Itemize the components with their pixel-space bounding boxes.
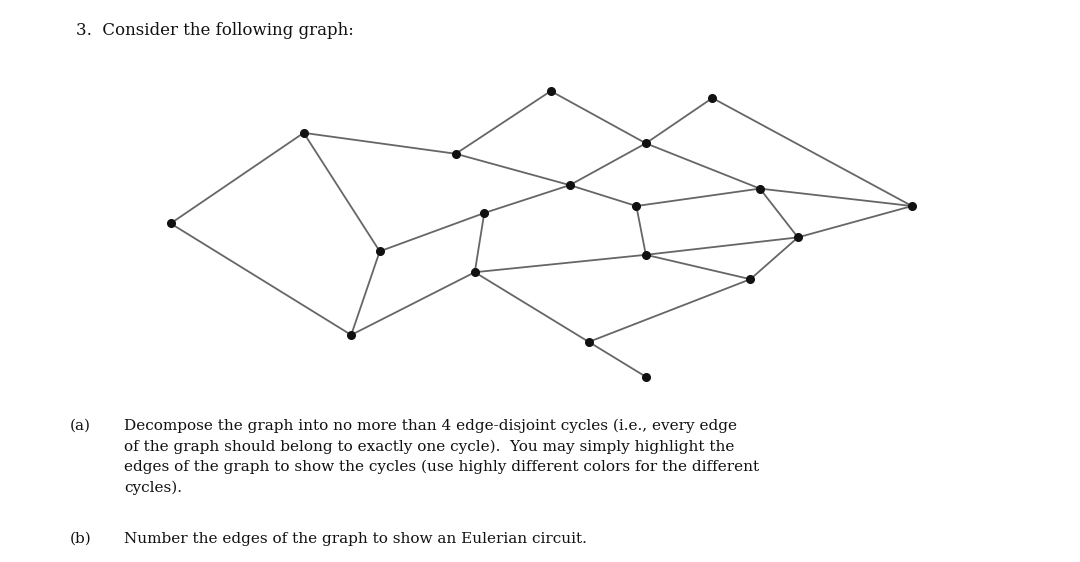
Text: Decompose the graph into no more than 4 edge-disjoint cycles (i.e., every edge
o: Decompose the graph into no more than 4 … (124, 419, 759, 495)
Text: (b): (b) (70, 532, 92, 546)
Text: Number the edges of the graph to show an Eulerian circuit.: Number the edges of the graph to show an… (124, 532, 588, 546)
Text: (a): (a) (70, 419, 91, 433)
Text: 3.  Consider the following graph:: 3. Consider the following graph: (76, 22, 353, 39)
